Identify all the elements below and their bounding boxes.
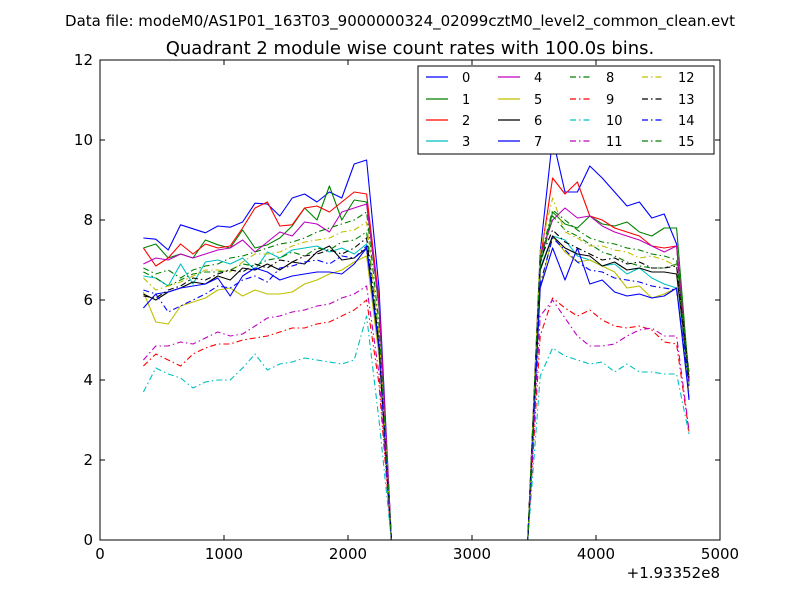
legend-label-3: 3 xyxy=(462,135,470,150)
y-tick-label: 6 xyxy=(83,291,93,309)
series-line-10 xyxy=(142,315,690,540)
legend-label-1: 1 xyxy=(462,93,470,108)
legend-label-12: 12 xyxy=(678,71,695,86)
series-line-2 xyxy=(142,177,690,540)
series-line-12 xyxy=(143,197,690,540)
legend-label-11: 11 xyxy=(606,135,623,150)
legend-label-0: 0 xyxy=(462,71,470,86)
legend-label-8: 8 xyxy=(606,71,614,86)
legend-label-14: 14 xyxy=(678,114,695,129)
series-line-1 xyxy=(143,185,690,540)
legend-label-9: 9 xyxy=(606,93,614,108)
series-line-11 xyxy=(142,285,690,540)
x-offset-label: +1.93352e8 xyxy=(627,564,720,582)
legend-label-2: 2 xyxy=(462,114,470,129)
series-line-6 xyxy=(143,235,690,540)
y-tick-label: 12 xyxy=(74,51,93,69)
legend-label-10: 10 xyxy=(606,114,623,129)
y-tick-label: 8 xyxy=(83,211,93,229)
y-tick-label: 0 xyxy=(83,531,93,549)
legend-label-13: 13 xyxy=(678,93,695,108)
chart-title: Quadrant 2 module wise count rates with … xyxy=(166,38,655,59)
legend-label-15: 15 xyxy=(678,135,695,150)
series-line-8 xyxy=(143,215,690,540)
series-line-14 xyxy=(143,237,690,540)
x-tick-label: 2000 xyxy=(329,545,367,563)
legend-frame xyxy=(417,65,715,155)
series-layer xyxy=(142,137,690,540)
legend-label-7: 7 xyxy=(534,135,542,150)
x-tick-label: 1000 xyxy=(205,545,243,563)
legend-label-6: 6 xyxy=(534,114,542,129)
y-tick-label: 10 xyxy=(74,131,93,149)
y-tick-label: 2 xyxy=(83,451,93,469)
x-tick-label: 5000 xyxy=(701,545,739,563)
series-line-0 xyxy=(143,137,690,540)
series-line-4 xyxy=(143,203,690,540)
figure-suptitle: Data file: modeM0/AS1P01_163T03_90000003… xyxy=(65,12,735,31)
y-tick-label: 4 xyxy=(83,371,93,389)
x-tick-label: 4000 xyxy=(577,545,615,563)
x-tick-label: 0 xyxy=(95,545,105,563)
x-tick-label: 3000 xyxy=(453,545,491,563)
series-line-15 xyxy=(143,209,690,540)
series-line-13 xyxy=(143,229,690,540)
legend-label-4: 4 xyxy=(534,71,542,86)
series-line-7 xyxy=(142,247,690,540)
legend-label-5: 5 xyxy=(534,93,542,108)
series-line-5 xyxy=(142,235,690,540)
